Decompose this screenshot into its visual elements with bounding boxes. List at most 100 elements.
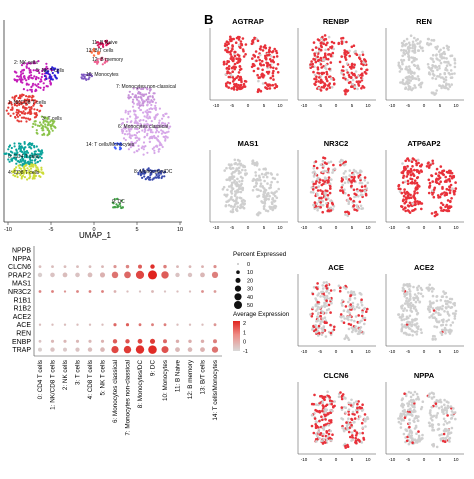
feature-cell: [450, 83, 454, 86]
feature-x-tick: -5: [406, 457, 410, 462]
feature-cell: [444, 299, 447, 303]
feature-cell: [353, 429, 357, 433]
dot-plot-dot: [138, 264, 142, 269]
feature-cell: [344, 210, 347, 214]
feature-cell: [428, 412, 432, 415]
umap-cell: [142, 170, 145, 173]
feature-cell: [266, 62, 270, 65]
feature-cell: [430, 66, 434, 70]
feature-x-tick: 0: [423, 103, 426, 108]
feature-cell: [326, 193, 330, 197]
feature-cell: [350, 181, 353, 184]
umap-cell: [15, 104, 19, 107]
umap-cell: [148, 91, 151, 95]
feature-cell: [439, 437, 443, 441]
feature-cell: [231, 76, 235, 79]
feature-cell: [363, 58, 367, 62]
feature-cell: [399, 81, 402, 84]
umap-cell: [33, 153, 36, 156]
feature-cell: [266, 182, 269, 185]
umap-cell: [19, 94, 22, 97]
umap-cell: [29, 167, 33, 170]
feature-cell: [316, 307, 319, 311]
umap-cell: [27, 171, 30, 174]
umap-cell: [44, 123, 47, 126]
umap-cell: [146, 176, 149, 179]
feature-cell: [355, 193, 358, 196]
feature-cell: [421, 400, 425, 404]
feature-cell: [232, 37, 235, 41]
feature-cell: [340, 72, 344, 75]
umap-cell: [16, 173, 19, 176]
umap-cell: [16, 115, 20, 118]
umap-cell: [15, 100, 18, 103]
feature-cell: [225, 66, 229, 70]
umap-cell: [28, 71, 31, 74]
feature-cell: [272, 66, 275, 70]
umap-cluster-6: [5, 93, 43, 123]
feature-cell: [236, 201, 239, 205]
feature-cell: [239, 164, 242, 167]
feature-cell: [403, 53, 407, 56]
umap-cell: [134, 134, 137, 137]
feature-cell: [329, 289, 333, 292]
feature-cell: [270, 201, 274, 204]
feature-cell: [409, 395, 413, 399]
feature-cell: [406, 284, 410, 288]
feature-cell: [315, 286, 318, 289]
umap-cell: [23, 142, 26, 145]
feature-cell: [346, 210, 349, 214]
feature-cell: [354, 325, 357, 328]
feature-cell: [320, 41, 323, 44]
feature-cell: [402, 403, 406, 407]
feature-cell: [408, 81, 411, 85]
umap-cell: [30, 76, 33, 79]
umap-cell: [34, 162, 37, 165]
feature-cell: [413, 51, 416, 54]
feature-plot-renbp: RENBP-10 -5 0 5 10: [297, 17, 376, 108]
feature-cell: [412, 194, 416, 197]
umap-cell: [56, 68, 60, 71]
feature-cell: [450, 305, 454, 309]
feature-cell: [427, 191, 431, 195]
feature-cell: [323, 316, 327, 320]
feature-cell: [447, 431, 450, 435]
feature-cell: [449, 405, 453, 408]
feature-x-tick: -5: [230, 103, 234, 108]
feature-cell: [271, 74, 275, 78]
feature-cell: [317, 72, 321, 75]
feature-cell: [397, 187, 401, 191]
umap-cell: [146, 109, 149, 112]
feature-cell: [417, 430, 420, 433]
feature-cell: [449, 417, 453, 420]
feature-cell: [437, 320, 441, 323]
feature-cell: [442, 318, 445, 322]
dot-plot-dot: [163, 290, 167, 293]
umap-cell: [138, 130, 141, 133]
feature-cell: [271, 71, 275, 75]
feature-cell: [428, 73, 432, 76]
umap-cell: [158, 119, 161, 122]
feature-cell: [316, 193, 319, 197]
feature-x-tick: 10: [453, 457, 459, 462]
feature-cell: [447, 83, 451, 86]
feature-cell: [366, 181, 370, 185]
percent-legend-dot: [237, 263, 239, 265]
feature-x-tick: 10: [277, 225, 283, 230]
umap-cell: [142, 119, 145, 122]
umap-cell: [122, 118, 125, 121]
umap-cell: [29, 156, 32, 159]
feature-cell: [358, 415, 362, 418]
feature-cell: [352, 199, 356, 203]
feature-cell: [347, 430, 351, 434]
feature-cell: [412, 63, 416, 67]
umap-cell: [137, 106, 140, 109]
feature-cell: [339, 163, 342, 167]
feature-cell: [413, 59, 416, 62]
feature-cell: [337, 395, 341, 399]
feature-cell: [404, 76, 408, 80]
feature-cell: [445, 180, 448, 183]
feature-cell: [405, 175, 409, 178]
umap-cell: [148, 107, 151, 111]
feature-cell: [361, 207, 365, 210]
